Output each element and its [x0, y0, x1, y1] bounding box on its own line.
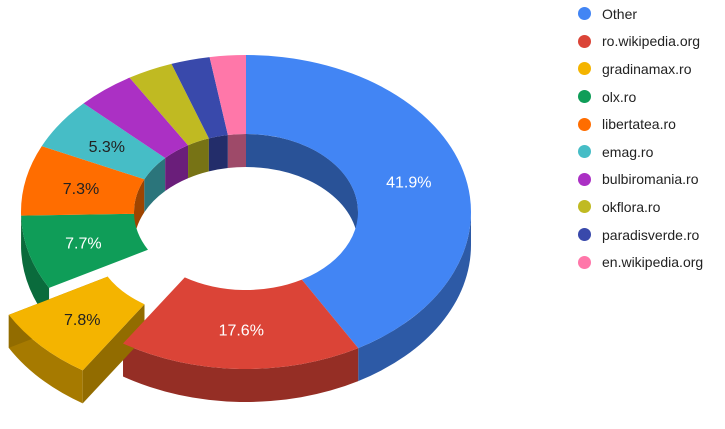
legend-swatch [578, 200, 591, 214]
slice-gradinamax-ro[interactable] [8, 276, 145, 371]
slice-ro-wikipedia-org[interactable] [123, 277, 359, 370]
slice-bulbiromania-ro[interactable] [83, 77, 189, 159]
legend-swatch [578, 255, 591, 269]
donut-chart: 41.9% 17.6% 7.8% 7.7% 7.3% 5.3% [8, 55, 472, 404]
slice-inner-wall-libertatea-ro [134, 179, 145, 245]
data-label-olx-ro: 7.7% [65, 236, 101, 253]
legend-label: okflora.ro [602, 198, 661, 215]
legend-item-ro-wikipedia-org[interactable]: ro.wikipedia.org [578, 28, 725, 56]
legend-item-paradisverde-ro[interactable]: paradisverde.ro [578, 221, 725, 249]
slice-inner-wall-bulbiromania-ro [165, 145, 189, 192]
slice-side-ro-wikipedia-org [123, 343, 359, 403]
data-label-libertatea-ro: 7.3% [63, 181, 99, 198]
legend-swatch [578, 145, 591, 159]
slice-olx-ro[interactable] [21, 213, 148, 288]
data-label-ro-wikipedia-org: 17.6% [219, 322, 264, 339]
legend-swatch [578, 90, 591, 104]
legend-item-libertatea-ro[interactable]: libertatea.ro [578, 110, 725, 138]
legend-label: bulbiromania.ro [602, 171, 699, 188]
slice-inner-wall-other [246, 134, 358, 245]
slice-other[interactable] [246, 55, 472, 349]
legend-label: olx.ro [602, 88, 637, 105]
slice-emag-ro[interactable] [41, 103, 166, 180]
legend-item-other[interactable]: Other [578, 0, 725, 28]
legend-item-bulbiromania-ro[interactable]: bulbiromania.ro [578, 166, 725, 194]
data-label-other: 41.9% [386, 175, 431, 192]
legend-label: gradinamax.ro [602, 60, 692, 77]
legend-item-emag-ro[interactable]: emag.ro [578, 138, 725, 166]
slice-inner-wall-en-wikipedia-org [227, 134, 246, 169]
chart-legend: Other ro.wikipedia.org gradinamax.ro olx.ro… [578, 0, 725, 276]
slice-inner-wall-emag-ro [144, 158, 166, 213]
slice-paradisverde-ro[interactable] [171, 57, 228, 139]
legend-label: en.wikipedia.org [602, 254, 704, 271]
legend-item-olx-ro[interactable]: olx.ro [578, 83, 725, 111]
legend-swatch [578, 228, 591, 242]
legend-label: ro.wikipedia.org [602, 33, 701, 50]
legend-label: libertatea.ro [602, 116, 676, 133]
legend-label: paradisverde.ro [602, 226, 700, 243]
slice-side-other [358, 212, 471, 382]
legend-swatch [578, 7, 591, 21]
data-label-gradinamax-ro: 7.8% [64, 312, 100, 329]
slice-libertatea-ro[interactable] [21, 146, 145, 216]
legend-swatch [578, 62, 591, 76]
legend-label: emag.ro [602, 143, 654, 160]
legend-item-en-wikipedia-org[interactable]: en.wikipedia.org [578, 248, 725, 276]
data-label-emag-ro: 5.3% [89, 139, 125, 156]
slice-side-olx-ro [21, 215, 50, 321]
slice-en-wikipedia-org[interactable] [209, 55, 246, 136]
slice-end-face-gradinamax-ro [82, 304, 145, 404]
legend-item-okflora-ro[interactable]: okflora.ro [578, 193, 725, 221]
legend-swatch [578, 172, 591, 186]
legend-label: Other [602, 5, 638, 22]
legend-swatch [578, 117, 591, 131]
slice-inner-wall-okflora-ro [188, 138, 209, 179]
slice-inner-wall-paradisverde-ro [208, 135, 228, 172]
legend-item-gradinamax-ro[interactable]: gradinamax.ro [578, 55, 725, 83]
legend-swatch [578, 34, 591, 48]
slice-okflora-ro[interactable] [129, 63, 209, 146]
